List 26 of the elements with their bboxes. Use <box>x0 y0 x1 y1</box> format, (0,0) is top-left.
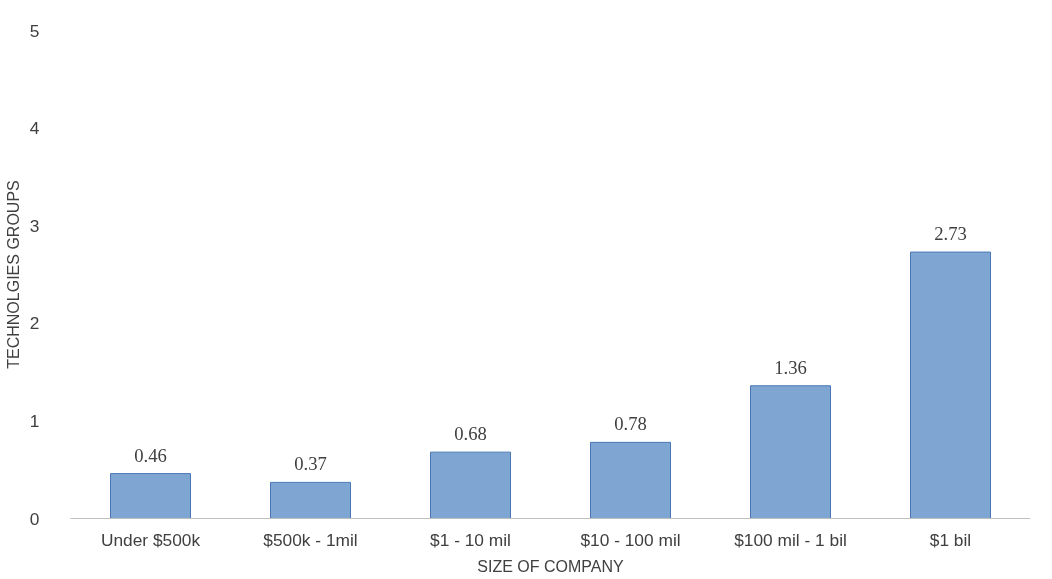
x-tick-label: $1 bil <box>929 529 972 550</box>
y-tick-label: 0 <box>29 508 40 529</box>
data-label: 0.46 <box>134 444 167 466</box>
bar <box>910 251 991 519</box>
x-tick-label: Under $500k <box>100 529 201 550</box>
data-label: 0.68 <box>454 423 487 445</box>
data-label: 0.78 <box>614 413 647 435</box>
y-tick-label: 4 <box>29 118 40 139</box>
x-tick-label: $500k - 1mil <box>263 529 358 550</box>
bar <box>590 441 671 519</box>
x-tick-label: $1 - 10 mil <box>430 529 511 550</box>
y-tick-label: 2 <box>29 313 40 334</box>
x-tick-label: $100 mil - 1 bil <box>734 529 847 550</box>
bar <box>430 451 511 519</box>
y-tick-label: 5 <box>29 20 40 41</box>
data-label: 0.37 <box>294 453 327 475</box>
x-axis-title: SIZE OF COMPANY <box>477 557 625 575</box>
y-tick-label: 3 <box>29 215 40 236</box>
bar <box>750 385 831 519</box>
y-axis-title: TECHNOLGIES GROUPS <box>4 180 22 369</box>
bar <box>110 473 191 519</box>
data-label: 2.73 <box>934 223 967 245</box>
data-label: 1.36 <box>774 356 807 378</box>
x-tick-label: $10 - 100 mil <box>580 529 681 550</box>
y-tick-label: 1 <box>29 410 40 431</box>
bar <box>270 481 351 519</box>
